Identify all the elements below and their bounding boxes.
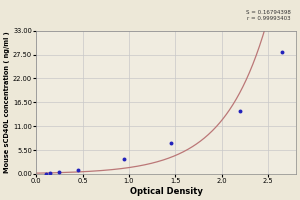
Point	[238, 109, 243, 113]
Point	[168, 141, 173, 144]
Point	[48, 172, 52, 175]
Point	[43, 172, 48, 175]
Y-axis label: Mouse sCD40L concentration ( ng/ml ): Mouse sCD40L concentration ( ng/ml )	[4, 31, 10, 173]
Point	[76, 168, 80, 171]
Point	[122, 157, 127, 160]
Point	[280, 51, 284, 54]
Point	[57, 171, 62, 174]
X-axis label: Optical Density: Optical Density	[130, 187, 202, 196]
Text: S = 0.16794398
r = 0.99993403: S = 0.16794398 r = 0.99993403	[246, 10, 291, 21]
